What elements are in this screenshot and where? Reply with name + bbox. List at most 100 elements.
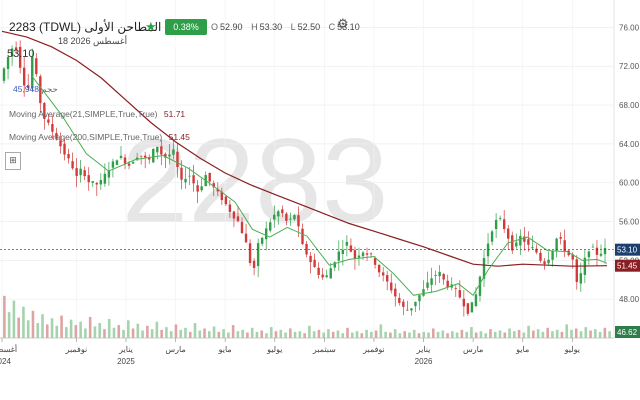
- legend-volume[interactable]: حجم 45,948: [9, 84, 58, 95]
- candle-body: [224, 196, 228, 205]
- legend-ma200-label: Moving Average(200,SIMPLE,True,True): [9, 132, 163, 142]
- x-tick-year: 2025: [117, 357, 135, 366]
- candle-body: [498, 218, 502, 219]
- star-icon[interactable]: ★: [145, 19, 157, 34]
- candle-body: [398, 297, 401, 303]
- volume-bar: [431, 328, 435, 338]
- volume-bar: [231, 325, 235, 338]
- volume-bars: [3, 295, 611, 338]
- volume-bar: [293, 331, 297, 338]
- ohlc-low-label: L: [290, 22, 296, 32]
- candle-body: [462, 298, 466, 307]
- candle-body: [555, 238, 558, 251]
- legend-ma21[interactable]: Moving Average(21,SIMPLE,True,True) 51.7…: [9, 109, 185, 119]
- candle-body: [256, 243, 260, 267]
- legend-volume-label: حجم: [41, 84, 58, 94]
- candle-body: [438, 271, 441, 277]
- candle-body: [192, 175, 195, 184]
- volume-bar: [465, 331, 468, 338]
- volume-bar: [103, 329, 106, 338]
- candle-body: [71, 161, 74, 169]
- volume-bar: [355, 331, 359, 338]
- candle-body: [285, 213, 288, 221]
- candle-body: [551, 251, 554, 260]
- volume-bar: [107, 318, 111, 338]
- volume-bar: [331, 331, 335, 338]
- volume-bar: [122, 329, 125, 338]
- candle-body: [43, 103, 46, 119]
- gear-icon[interactable]: ⚙: [337, 16, 349, 31]
- volume-bar: [169, 331, 173, 338]
- candle-body: [507, 228, 510, 239]
- legend-ma21-value: 51.71: [163, 109, 186, 119]
- candle-body: [212, 183, 215, 188]
- volume-bar: [427, 332, 430, 338]
- volume-bar: [150, 329, 154, 338]
- candle-body: [406, 309, 409, 311]
- volume-bar: [26, 320, 30, 338]
- collapse-box-icon[interactable]: ⊞: [5, 152, 21, 170]
- candle-body: [563, 240, 566, 251]
- volume-bar: [179, 329, 183, 338]
- candle-body: [200, 186, 203, 191]
- volume-bar: [508, 328, 511, 338]
- volume-bar: [460, 329, 464, 338]
- volume-bar: [193, 323, 197, 338]
- volume-bar: [384, 331, 387, 338]
- volume-bar: [489, 329, 492, 338]
- candle-body: [470, 302, 474, 313]
- candle-body: [587, 251, 591, 258]
- last-price: 53.10: [7, 48, 35, 60]
- volume-bar: [255, 331, 259, 338]
- chart-header: 2283 (TDWL) المطاحن الأولى ★ 0.38%(0.20)…: [0, 0, 640, 48]
- volume-bar: [436, 331, 440, 338]
- candle-body: [527, 239, 530, 245]
- candle-body: [63, 143, 66, 155]
- candle-body: [143, 155, 147, 158]
- volume-bar: [217, 331, 221, 338]
- candle-body: [341, 249, 345, 255]
- candle-body: [603, 248, 607, 255]
- legend-volume-value: 45,948: [13, 84, 39, 94]
- volume-bar: [79, 321, 82, 338]
- volume-bar: [579, 331, 583, 338]
- volume-bar: [322, 332, 325, 338]
- price-label-box: [615, 243, 640, 256]
- x-tick-label: سبتمبر: [312, 345, 336, 354]
- candle-body: [269, 222, 272, 231]
- volume-bar: [55, 325, 59, 338]
- x-tick-year: 2026: [415, 357, 433, 366]
- y-tick-label: 72.00: [619, 62, 640, 71]
- volume-bar: [65, 327, 68, 338]
- volume-bar: [398, 333, 402, 338]
- volume-bar: [598, 331, 602, 338]
- volume-bar: [594, 329, 597, 338]
- volume-bar: [198, 330, 202, 338]
- volume-bar: [408, 332, 411, 338]
- volume-bar: [360, 333, 364, 338]
- candle-body: [156, 146, 159, 153]
- volume-bar: [327, 329, 330, 338]
- volume-bar: [555, 329, 559, 338]
- x-tick-label: مارس: [165, 345, 185, 354]
- ma200-line: [1, 30, 608, 267]
- candle-body: [543, 261, 546, 265]
- candle-body: [482, 258, 486, 279]
- volume-bar: [346, 327, 349, 338]
- legend-ma200[interactable]: Moving Average(200,SIMPLE,True,True) 51.…: [9, 132, 190, 142]
- volume-bar: [41, 314, 44, 338]
- candle-body: [365, 253, 369, 255]
- candle-body: [494, 219, 498, 230]
- candle-body: [252, 260, 256, 268]
- volume-bar: [69, 319, 73, 338]
- volume-bar: [203, 328, 206, 338]
- candle-body: [321, 274, 324, 278]
- volume-bar: [513, 331, 516, 338]
- y-tick-label: 60.00: [619, 179, 640, 188]
- volume-bar: [565, 324, 569, 338]
- ohlc-open-label: O: [211, 22, 219, 32]
- volume-bar: [84, 328, 87, 338]
- volume-bar: [560, 331, 564, 338]
- volume-bar: [365, 329, 368, 338]
